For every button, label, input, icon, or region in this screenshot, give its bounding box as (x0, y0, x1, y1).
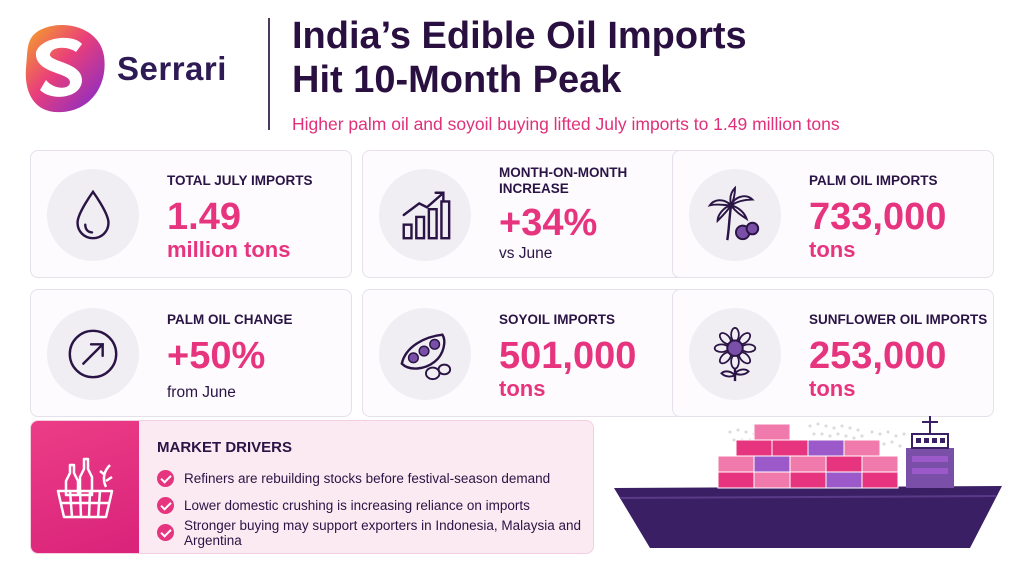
list-item: Stronger buying may support exporters in… (157, 517, 593, 548)
oil-drop-icon (76, 189, 110, 240)
stat-label: MONTH-ON-MONTH INCREASE (499, 165, 628, 196)
page-subtitle: Higher palm oil and soyoil buying lifted… (292, 114, 840, 134)
header-divider (268, 18, 270, 130)
check-icon (157, 524, 174, 541)
check-icon (157, 497, 174, 514)
stat-unit: tons (499, 376, 546, 401)
stat-unit: tons (809, 237, 856, 262)
title-line-2: Hit 10-Month Peak (292, 59, 622, 101)
stat-card-soyoil-imports: SOYOIL IMPORTS 501,000 tons (362, 289, 684, 417)
grocery-basket-icon (56, 457, 114, 519)
list-item: Refiners are rebuilding stocks before fe… (157, 465, 593, 492)
stat-value: +34% (499, 202, 598, 244)
arrow-up-right-icon (68, 329, 118, 379)
drivers-icon-panel (31, 421, 139, 553)
stat-label: PALM OIL CHANGE (167, 312, 293, 327)
title-line-1: India’s Edible Oil Imports (292, 15, 747, 57)
stat-label: SOYOIL IMPORTS (499, 312, 616, 327)
sunflower-icon (713, 327, 757, 382)
stat-value: 1.49 (167, 196, 241, 238)
cargo-containers (717, 423, 899, 489)
stat-card-mom-increase: MONTH-ON-MONTH INCREASE +34% vs June (362, 150, 684, 278)
check-icon (157, 470, 174, 487)
bar-chart-up-icon (402, 191, 451, 240)
driver-text: Refiners are rebuilding stocks before fe… (184, 471, 551, 486)
market-drivers-panel: MARKET DRIVERS Refiners are rebuilding s… (30, 420, 594, 554)
icon-circle (689, 169, 781, 261)
stat-card-palm-change: PALM OIL CHANGE +50% from June (30, 289, 352, 417)
icon-circle (689, 308, 781, 400)
page-title: India’s Edible Oil Imports Hit 10-Month … (292, 14, 992, 102)
stat-card-sunflower-imports: SUNFLOWER OIL IMPORTS 253,000 tons (672, 289, 994, 417)
stat-card-palm-imports: PALM OIL IMPORTS 733,000 tons (672, 150, 994, 278)
drivers-list: Refiners are rebuilding stocks before fe… (157, 465, 593, 548)
icon-circle (47, 169, 139, 261)
list-item: Lower domestic crushing is increasing re… (157, 492, 593, 519)
ship-hull (614, 486, 1002, 548)
ship-bridge (906, 416, 954, 488)
icon-circle (47, 308, 139, 400)
soybean-icon (400, 333, 452, 381)
stat-unit: tons (809, 376, 856, 401)
driver-text: Lower domestic crushing is increasing re… (184, 498, 530, 513)
icon-circle (379, 169, 471, 261)
stat-unit: from June (167, 384, 236, 401)
brand-name: Serrari (117, 50, 227, 87)
serrari-logo-icon (25, 25, 105, 113)
stat-card-total-imports: TOTAL JULY IMPORTS 1.49 million tons (30, 150, 352, 278)
icon-circle (379, 308, 471, 400)
stat-unit: million tons (167, 237, 291, 262)
stat-label: PALM OIL IMPORTS (809, 173, 938, 188)
stat-value: +50% (167, 335, 266, 377)
drivers-heading: MARKET DRIVERS (157, 439, 293, 456)
palm-tree-icon (707, 186, 760, 241)
stat-label: SUNFLOWER OIL IMPORTS (809, 312, 988, 327)
stat-unit: vs June (499, 245, 553, 262)
stat-value: 501,000 (499, 335, 637, 377)
stat-value: 253,000 (809, 335, 947, 377)
stat-value: 733,000 (809, 196, 947, 238)
cargo-ship-illustration (614, 416, 1002, 548)
stat-label: TOTAL JULY IMPORTS (167, 173, 313, 188)
driver-text: Stronger buying may support exporters in… (184, 517, 581, 548)
